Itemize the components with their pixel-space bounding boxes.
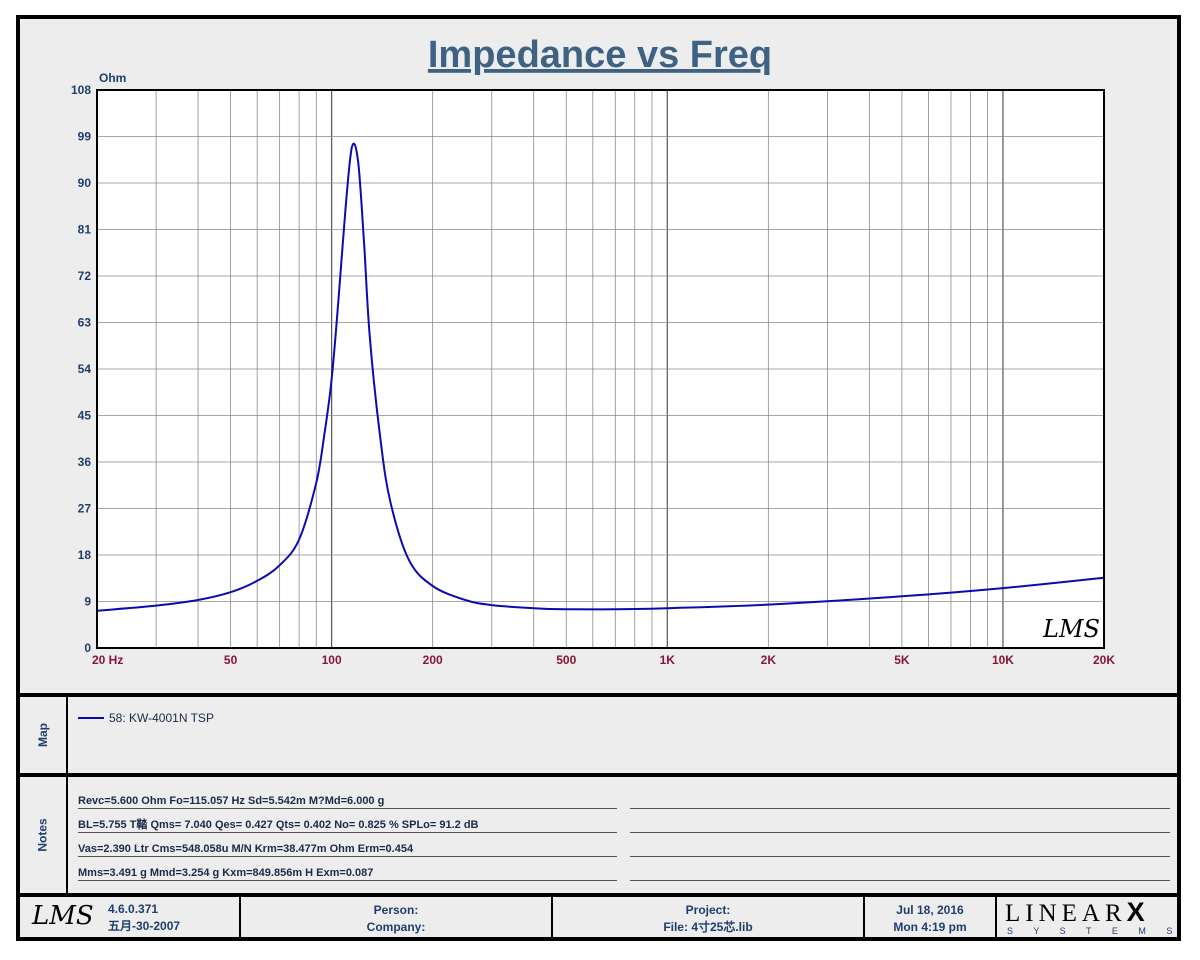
- y-tick-label: 81: [78, 223, 92, 237]
- x-tick-label: 20 Hz: [92, 653, 123, 667]
- person-label: Person:: [373, 903, 419, 917]
- grid-layer: [96, 89, 1105, 649]
- y-tick-label: 54: [78, 362, 92, 376]
- note-line: Mms=3.491 g Mmd=3.254 g Kxm=849.856m H E…: [78, 866, 617, 881]
- y-tick-label: 9: [84, 595, 91, 609]
- y-axis-unit-label: Ohm: [99, 71, 126, 85]
- version-date: 五月-30-2007: [108, 919, 181, 933]
- note-blank-line: [630, 818, 1170, 833]
- report-time: Mon 4:19 pm: [893, 920, 967, 934]
- x-tick-label: 5K: [894, 653, 910, 667]
- brand-logo-text: LINEAR: [1005, 900, 1127, 927]
- legend-entry-label: 58: KW-4001N TSP: [109, 711, 214, 725]
- x-tick-label: 10K: [992, 653, 1014, 667]
- person-cell: Person: Company:: [241, 897, 553, 941]
- x-tick-label: 100: [322, 653, 342, 667]
- note-blank-line: [630, 866, 1170, 881]
- brand-subtitle: S Y S T E M S: [1007, 926, 1182, 936]
- version-cell: LMS 4.6.0.371 五月-30-2007: [20, 897, 241, 941]
- project-label: Project:: [685, 903, 731, 917]
- note-blank-line: [630, 794, 1170, 809]
- x-tick-label: 1K: [660, 653, 676, 667]
- x-tick-label: 2K: [761, 653, 777, 667]
- y-tick-label: 0: [84, 641, 91, 655]
- chart-title: Impedance vs Freq: [428, 34, 772, 76]
- impedance-series-line: [96, 142, 1105, 612]
- notes-side-label: Notes: [20, 777, 68, 893]
- y-tick-label: 63: [78, 316, 92, 330]
- x-tick-label: 500: [556, 653, 576, 667]
- x-tick-label: 50: [224, 653, 238, 667]
- lms-logo: LMS: [32, 901, 94, 931]
- file-label: File: 4寸25芯.lib: [663, 920, 753, 934]
- map-section: Map 58: KW-4001N TSP: [16, 693, 1181, 773]
- notes-section: Notes Revc=5.600 Ohm Fo=115.057 Hz Sd=5.…: [16, 773, 1181, 893]
- y-tick-label: 45: [78, 409, 92, 423]
- tick-label-layer: 0 9 18 27 36 45 54 63 72 81 90 99 108 20 Hz 50 100 200 50…: [71, 83, 1115, 667]
- legend-swatch: [78, 717, 104, 719]
- x-tick-label: 200: [423, 653, 443, 667]
- y-tick-label: 108: [71, 83, 91, 97]
- y-tick-label: 99: [78, 130, 92, 144]
- legend-entry: 58: KW-4001N TSP: [78, 711, 214, 725]
- datetime-cell: Jul 18, 2016 Mon 4:19 pm: [865, 897, 997, 941]
- y-tick-label: 36: [78, 455, 92, 469]
- y-tick-label: 90: [78, 176, 92, 190]
- plot-border: [96, 89, 1105, 649]
- company-label: Company:: [366, 920, 426, 934]
- note-blank-line: [630, 842, 1170, 857]
- brand-cell: LINEARX S Y S T E M S: [997, 897, 1177, 941]
- brand-logo-x: X: [1126, 897, 1145, 927]
- map-side-label: Map: [20, 697, 68, 773]
- y-tick-label: 18: [78, 548, 92, 562]
- version-number: 4.6.0.371: [108, 902, 159, 916]
- impedance-chart: Impedance vs Freq Ohm 0 9 18 27 36 45 54 63 72 81…: [71, 34, 1115, 667]
- x-tick-label: 20K: [1093, 653, 1115, 667]
- report-date: Jul 18, 2016: [896, 903, 964, 917]
- note-line: BL=5.755 T鞜 Qms= 7.040 Qes= 0.427 Qts= 0…: [78, 818, 617, 833]
- project-cell: Project: File: 4寸25芯.lib: [553, 897, 865, 941]
- footer-section: LMS 4.6.0.371 五月-30-2007 Person: Company…: [16, 893, 1181, 941]
- note-line: Vas=2.390 Ltr Cms=548.058u M/N Krm=38.47…: [78, 842, 617, 857]
- note-line: Revc=5.600 Ohm Fo=115.057 Hz Sd=5.542m M…: [78, 794, 617, 809]
- y-tick-label: 27: [78, 502, 92, 516]
- lms-watermark: LMS: [1042, 615, 1100, 643]
- y-tick-label: 72: [78, 269, 92, 283]
